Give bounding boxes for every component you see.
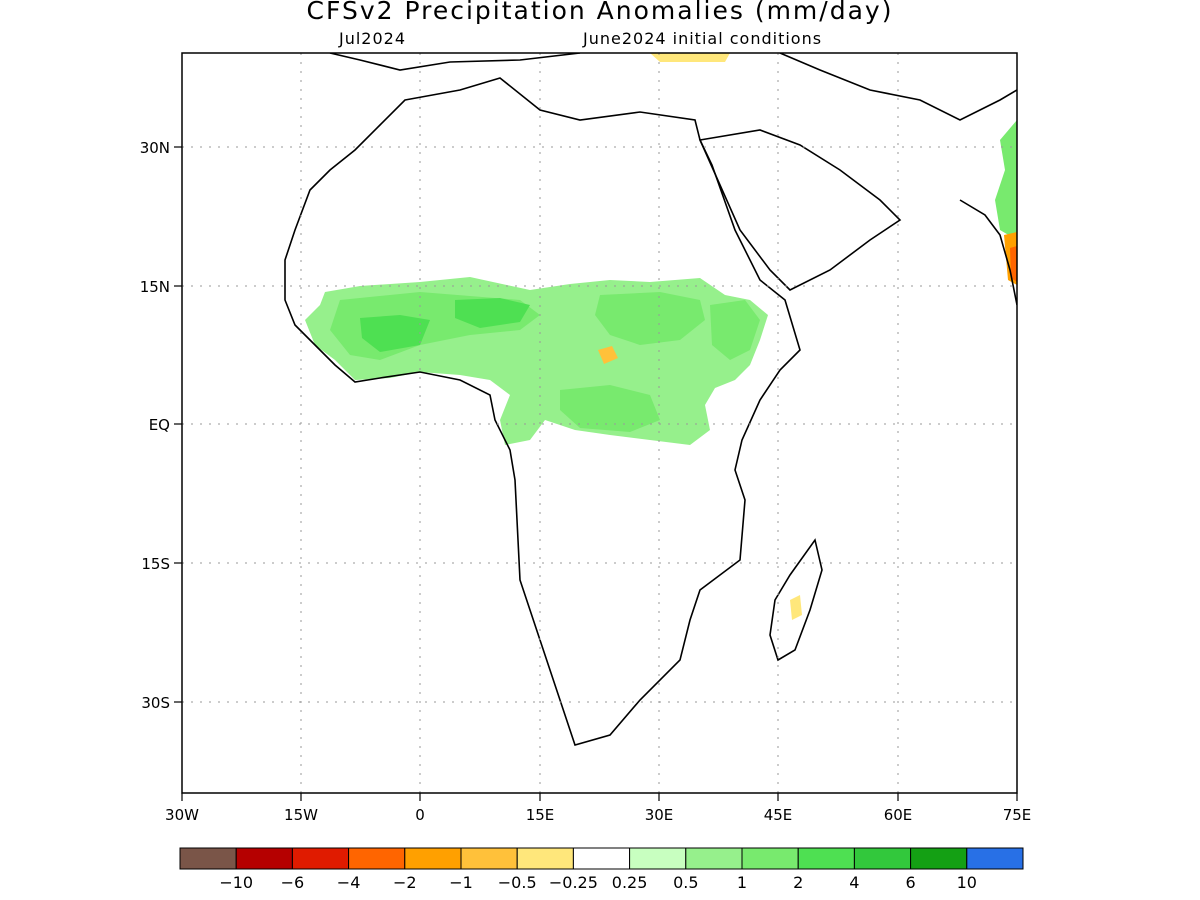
colorbar-label: 4 — [849, 873, 859, 892]
lat-label-30s: 30S — [141, 694, 170, 712]
anomaly-moderate-east — [595, 292, 705, 345]
map-title: CFSv2 Precipitation Anomalies (mm/day) — [306, 0, 894, 25]
anomaly-shading — [305, 53, 1017, 620]
colorbar-label: 2 — [793, 873, 803, 892]
colorbar-label: 6 — [906, 873, 916, 892]
colorbar-swatch — [404, 847, 462, 870]
longitude-labels: 30W 15W 0 15E 30E 45E 60E 75E — [165, 806, 1031, 824]
colorbar: −10 −6 −4 −2 −1 −0.5 −0.25 0.25 0.5 1 2 4 6 10 — [179, 847, 1024, 892]
colorbar-swatch — [910, 847, 968, 870]
map-frame — [181, 52, 1018, 794]
asia-coastline — [779, 53, 1017, 121]
colorbar-label: 1 — [737, 873, 747, 892]
colorbar-swatch — [966, 847, 1024, 870]
lat-label-30n: 30N — [140, 139, 170, 157]
graticule — [182, 53, 1017, 793]
india-coastline — [959, 199, 1017, 306]
anomaly-dry-mediterranean — [650, 53, 730, 62]
lon-label-0: 0 — [415, 806, 425, 824]
arabia-coastline — [698, 129, 902, 291]
anomaly-dry-india-inner — [1010, 246, 1017, 282]
colorbar-swatch — [629, 847, 687, 870]
anomaly-moderate-ethiopia — [710, 300, 760, 360]
colorbar-label: −4 — [337, 873, 361, 892]
colorbar-swatch — [572, 847, 631, 870]
colorbar-label: −10 — [219, 873, 253, 892]
colorbar-label: 0.25 — [612, 873, 648, 892]
anomaly-strong-india — [995, 120, 1017, 240]
colorbar-swatch — [235, 847, 293, 870]
anomaly-dry-madagascar — [790, 595, 802, 620]
anomaly-dry-caf — [598, 346, 618, 364]
lat-label-15n: 15N — [140, 278, 170, 296]
latitude-labels: 30N 15N EQ 15S 30S — [140, 139, 170, 712]
colorbar-label: 10 — [957, 873, 977, 892]
colorbar-swatch — [685, 847, 743, 870]
colorbar-label: −1 — [449, 873, 473, 892]
lon-label-75e: 75E — [1003, 806, 1032, 824]
madagascar-coastline — [769, 538, 823, 662]
lon-label-60e: 60E — [884, 806, 913, 824]
colorbar-label: −0.5 — [498, 873, 537, 892]
lon-label-45e: 45E — [764, 806, 793, 824]
colorbar-swatch — [460, 847, 518, 870]
colorbar-swatch — [179, 847, 237, 870]
colorbar-swatch — [741, 847, 799, 870]
colorbar-swatch — [291, 847, 350, 870]
colorbar-label: −6 — [281, 873, 305, 892]
lon-label-30e: 30E — [645, 806, 674, 824]
colorbar-swatch — [348, 847, 406, 870]
colorbar-swatch — [797, 847, 855, 870]
colorbar-swatch — [516, 847, 574, 870]
colorbar-label: −0.25 — [549, 873, 598, 892]
colorbar-label: −2 — [393, 873, 417, 892]
forecast-month: Jul2024 — [339, 29, 407, 48]
lon-label-15e: 15E — [526, 806, 555, 824]
anomaly-strong-nigeria — [455, 298, 530, 328]
initial-conditions: June2024 initial conditions — [583, 29, 823, 48]
anomaly-strong-westafrica — [360, 315, 430, 352]
europe-coastline — [329, 53, 581, 71]
tick-marks — [174, 146, 1018, 801]
colorbar-label: 0.5 — [673, 873, 698, 892]
lon-label-15w: 15W — [284, 806, 318, 824]
anomaly-moderate-congo — [560, 385, 660, 432]
colorbar-swatch — [853, 847, 912, 870]
lon-label-30w: 30W — [165, 806, 199, 824]
lat-label-15s: 15S — [141, 555, 170, 573]
lat-label-eq: EQ — [149, 416, 170, 434]
coastlines — [284, 53, 1017, 746]
